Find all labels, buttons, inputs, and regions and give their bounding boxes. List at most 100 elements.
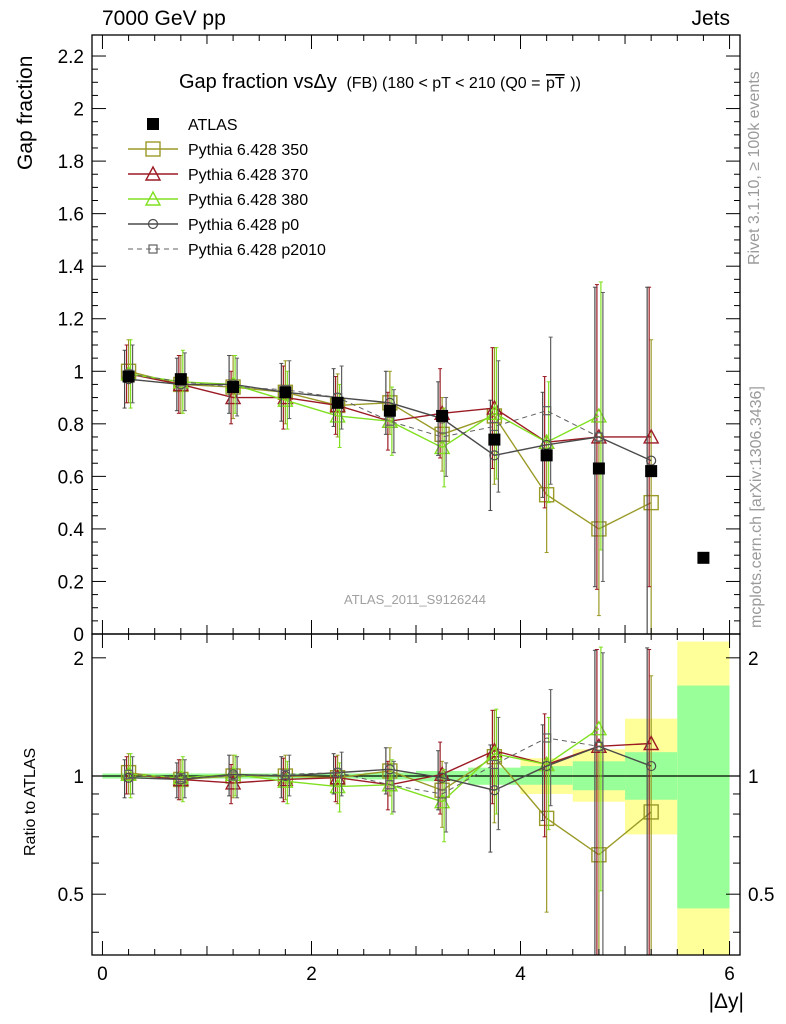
top-y-tick-label: 0.4 — [58, 520, 85, 541]
top-series-point — [594, 432, 604, 442]
top-y-tick-label: 1.6 — [58, 205, 84, 226]
ratio-series-line — [128, 755, 652, 856]
legend-entry: Pythia 6.428 p0 — [128, 217, 299, 234]
title-sub: (FB) (180 < pT < 210 (Q0 = — [346, 75, 540, 92]
legend-marker — [147, 118, 159, 130]
legend-entry: Pythia 6.428 370 — [128, 165, 308, 184]
ratio-series-point — [434, 782, 450, 798]
legend: ATLAS Pythia 6.428 350 Pythia 6.428 370 Pyt… — [128, 117, 326, 259]
top-series-point — [489, 421, 499, 432]
ratio-series-line — [128, 728, 600, 803]
top-series-pyp0 — [122, 286, 657, 635]
ratio-series-line — [128, 745, 652, 791]
top-y-tick-label: 1 — [73, 362, 84, 383]
top-series-point — [592, 462, 605, 475]
ratio-series-line — [128, 737, 599, 795]
x-tick-label: 6 — [724, 964, 735, 985]
legend-entry: Pythia 6.428 p2010 — [128, 242, 326, 259]
plot-title: Gap fraction vsΔy (FB) (180 < pT < 210 (… — [179, 71, 581, 93]
top-series-ATLAS — [122, 370, 710, 564]
legend-label: Pythia 6.428 350 — [188, 142, 308, 159]
legend-marker — [144, 165, 162, 181]
legend-entry: Pythia 6.428 380 — [128, 190, 308, 209]
top-series-point — [279, 386, 292, 399]
top-series-pyp2010 — [123, 291, 605, 582]
x-tick-label: 4 — [515, 964, 526, 985]
top-series-point — [538, 487, 555, 503]
ratio-y-tick-label: 0.5 — [58, 885, 84, 906]
top-series-point — [542, 406, 552, 416]
top-series-point — [697, 551, 710, 564]
top-series-point — [646, 455, 657, 466]
top-series-point — [437, 432, 447, 442]
top-series-point — [590, 407, 608, 423]
top-series-point — [174, 373, 187, 386]
ratio-series-py350 — [120, 675, 659, 956]
ratio-series-point — [594, 741, 604, 751]
ratio-y-tick-label-right: 2 — [748, 649, 759, 670]
ratio-series-point — [538, 810, 555, 827]
ratio-series-point — [176, 773, 186, 783]
ratio-y-tick-label-right: 0.5 — [748, 885, 774, 906]
top-series-line — [128, 378, 652, 462]
ratio-y-tick-label: 2 — [73, 649, 84, 670]
x-axis-label: |Δy| — [708, 990, 744, 1013]
ratio-series-point — [228, 771, 238, 781]
top-y-tick-label: 1.2 — [58, 310, 84, 331]
top-series-point — [645, 465, 658, 478]
legend-entry: Pythia 6.428 350 — [128, 141, 308, 159]
ratio-series-pyp2010 — [123, 652, 605, 956]
top-series-point — [436, 409, 449, 422]
top-series-line — [128, 373, 600, 449]
ratio-series-point — [646, 760, 657, 772]
top-series-point — [643, 494, 659, 511]
legend-label: Pythia 6.428 380 — [188, 192, 308, 209]
title-close: )) — [570, 75, 581, 92]
legend-entry: ATLAS — [147, 117, 238, 134]
top-y-tick-label: 0 — [73, 625, 84, 646]
top-y-tick-label: 0.6 — [58, 467, 84, 488]
header-right: Jets — [691, 7, 730, 30]
legend-marker — [145, 141, 161, 157]
top-y-tick-label: 1.4 — [58, 257, 85, 278]
legend-marker — [148, 244, 158, 254]
top-series-point — [227, 381, 240, 394]
ratio-series-point — [280, 769, 290, 779]
top-y-tick-label: 1.8 — [58, 152, 84, 173]
header-left: 7000 GeV pp — [102, 7, 226, 30]
ratio-y-tick-label: 1 — [73, 767, 84, 788]
svg-text:Gap fraction vsΔy (FB) (: Gap fraction vsΔy (FB) (180 < pT < 210 (… — [179, 71, 581, 93]
ratio-series-point — [123, 769, 134, 779]
x-tick-label: 0 — [97, 964, 108, 985]
legend-label: ATLAS — [188, 117, 238, 134]
analysis-watermark: ATLAS_2011_S9126244 — [344, 592, 486, 607]
top-series-point — [488, 433, 501, 446]
legend-label: Pythia 6.428 p2010 — [188, 242, 326, 259]
title-main: Gap fraction vsΔy — [179, 71, 337, 93]
top-series-point — [331, 396, 344, 409]
top-y-tick-label: 0.8 — [58, 415, 84, 436]
ratio-series-point — [437, 789, 447, 799]
ratio-series-point — [385, 780, 395, 790]
ratio-series-py370 — [120, 649, 660, 956]
ratio-series-point — [643, 804, 659, 820]
top-series-py380 — [120, 281, 608, 551]
top-series-point — [385, 416, 395, 426]
legend-marker — [147, 218, 159, 230]
top-y-tick-label: 0.2 — [58, 572, 84, 593]
title-pt: pT — [546, 75, 565, 92]
ratio-series-point — [542, 733, 552, 743]
top-series-py370 — [120, 284, 660, 590]
ratio-series-layer — [120, 646, 660, 956]
x-tick-label: 2 — [306, 964, 317, 985]
ratio-y-tick-label-right: 1 — [748, 767, 759, 788]
top-series-layer — [120, 281, 710, 635]
legend-marker — [144, 190, 162, 206]
top-series-point — [540, 449, 553, 462]
band-inner-bin — [677, 685, 730, 909]
ratio-uncertainty-bands — [92, 641, 740, 955]
top-y-tick-label: 2 — [73, 100, 84, 121]
ratio-series-point — [591, 847, 607, 863]
legend-label: Pythia 6.428 p0 — [188, 217, 299, 234]
